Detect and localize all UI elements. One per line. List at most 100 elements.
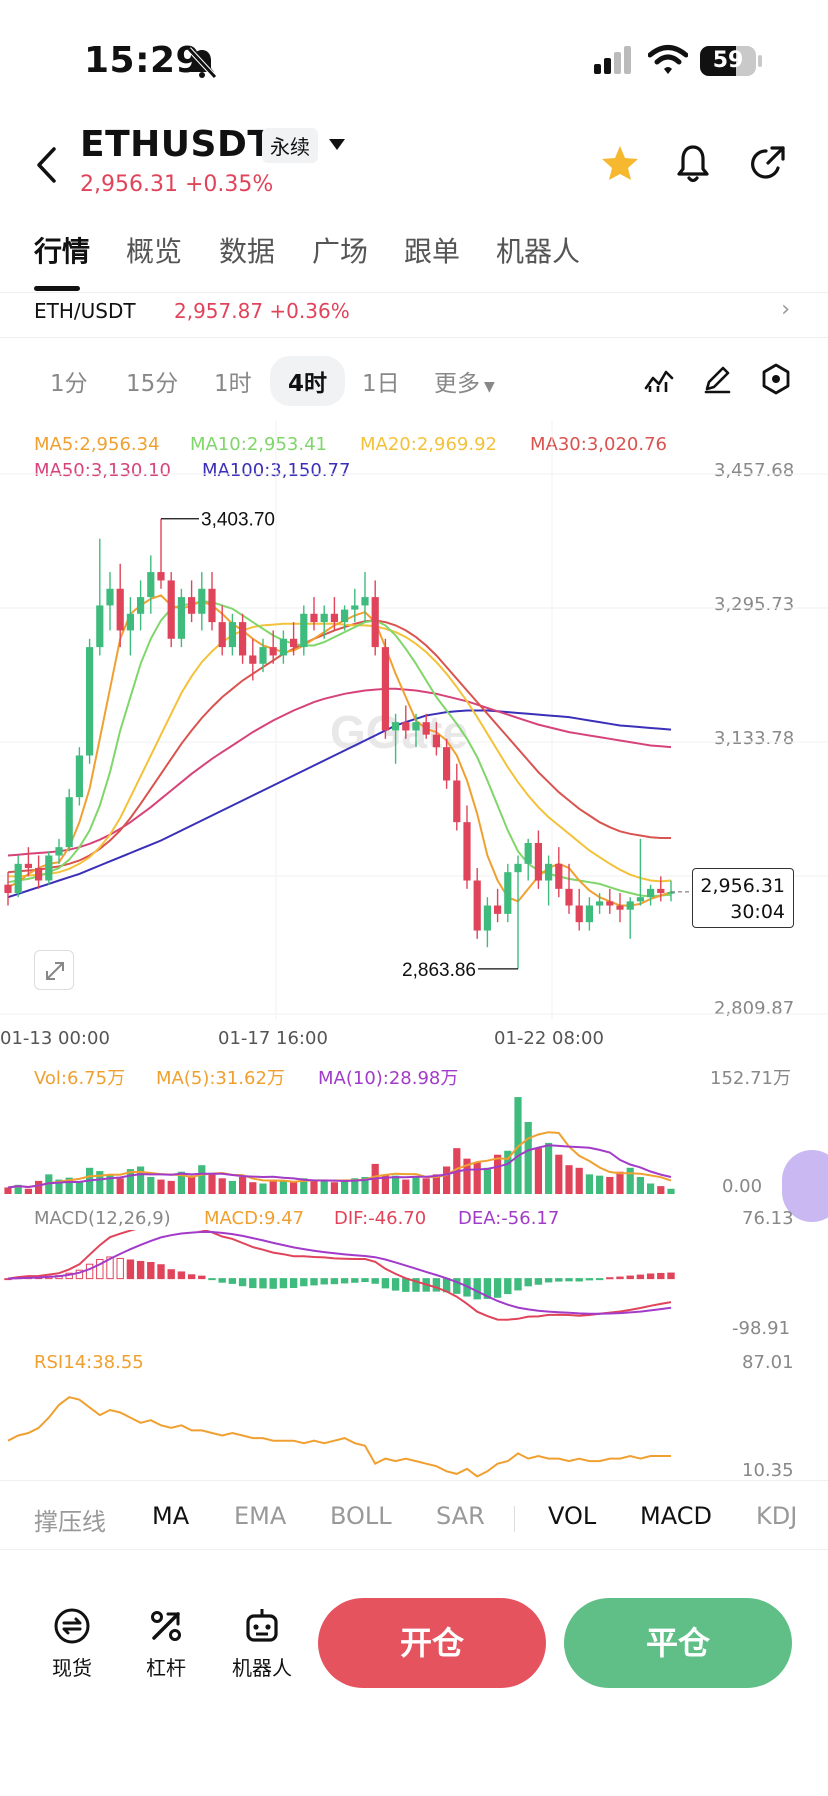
macd-bar [330, 1278, 339, 1285]
macd-bar [575, 1278, 583, 1282]
macd-bar [126, 1259, 135, 1280]
indicator-chart-icon[interactable] [644, 364, 674, 394]
interval-1h[interactable]: 1时 [214, 371, 252, 397]
settings-hexagon-icon[interactable] [760, 362, 792, 396]
volume-bar [320, 1179, 328, 1194]
macd-bar [483, 1278, 492, 1299]
close-position-button[interactable]: 平仓 [564, 1598, 792, 1688]
candle [443, 738, 451, 789]
macd-bar [310, 1278, 318, 1286]
candle [147, 555, 155, 614]
volume-bar [300, 1178, 308, 1194]
indicator-macd[interactable]: MACD [640, 1502, 712, 1530]
last-price: 2,956.31 [700, 875, 785, 897]
volume-bar [534, 1148, 542, 1194]
caret-down-icon: ▼ [484, 379, 495, 395]
back-arrow-icon[interactable] [34, 146, 58, 184]
macd-bar [106, 1256, 114, 1280]
indicator-boll[interactable]: BOLL [330, 1502, 392, 1530]
expand-chart-button[interactable] [34, 950, 74, 990]
candle [392, 713, 400, 764]
macd-bar [636, 1274, 645, 1280]
indicator-sar[interactable]: SAR [436, 1502, 485, 1530]
volume-bar [361, 1176, 369, 1194]
volume-bar [188, 1175, 196, 1194]
volume-bar [667, 1188, 675, 1194]
bell-icon[interactable] [674, 142, 712, 184]
leverage-icon [151, 1611, 181, 1641]
volume-bar [279, 1180, 287, 1194]
macd-bar [473, 1278, 481, 1300]
vol-label: Vol:6.75万 [34, 1068, 126, 1089]
indicator-kdj[interactable]: KDJ [756, 1502, 798, 1530]
nav-spot[interactable]: 现货 [32, 1606, 112, 1681]
volume-bar [249, 1182, 257, 1194]
tab-square[interactable]: 广场 [312, 235, 369, 268]
candle [14, 855, 22, 898]
interval-1m[interactable]: 1分 [50, 371, 88, 397]
star-icon[interactable] [600, 144, 640, 182]
y-axis-label-1: 3,457.68 [714, 460, 795, 481]
indicator-support-resistance[interactable]: 撑压线 [34, 1508, 106, 1536]
candle [432, 722, 440, 756]
indicator-ma[interactable]: MA [152, 1502, 190, 1530]
volume-bar [259, 1183, 267, 1194]
nav-leverage[interactable]: 杠杆 [126, 1606, 206, 1681]
wifi-icon [648, 45, 688, 74]
robot-icon [246, 1609, 278, 1642]
candle [453, 763, 461, 831]
interval-1d[interactable]: 1日 [362, 371, 400, 397]
volume-bar [198, 1165, 206, 1194]
dea-line [7, 1230, 672, 1315]
battery-indicator: 59 [700, 46, 756, 76]
macd-bar [412, 1278, 420, 1292]
open-position-button[interactable]: 开仓 [318, 1598, 546, 1688]
ma20-line [8, 622, 672, 883]
volume-bar [565, 1165, 573, 1194]
interval-more-label: 更多 [434, 371, 480, 397]
volume-bar [555, 1154, 563, 1194]
candle [269, 630, 277, 664]
candle [126, 597, 134, 656]
macd-bar [85, 1263, 94, 1280]
floating-side-button[interactable] [782, 1150, 828, 1222]
tab-data[interactable]: 数据 [219, 235, 276, 268]
chart-grid [0, 420, 828, 1020]
share-icon[interactable] [748, 144, 788, 184]
ma10-label: MA10:2,953.41 [190, 434, 327, 455]
interval-more[interactable]: 更多 ▼ [434, 364, 495, 398]
header-price-change: 2,956.31 +0.35% [80, 172, 274, 197]
indicator-ema[interactable]: EMA [234, 1502, 287, 1530]
spot-pair-row[interactable]: ETH/USDT 2,957.87 +0.36% › [0, 292, 828, 338]
candle [575, 888, 583, 931]
y-axis-label-3: 3,133.78 [714, 728, 795, 749]
macd-bar [432, 1278, 441, 1292]
tab-market[interactable]: 行情 [34, 235, 91, 268]
caret-down-icon[interactable] [328, 138, 346, 152]
volume-bar [657, 1186, 665, 1194]
nav-robot[interactable]: 机器人 [222, 1606, 302, 1681]
candle [412, 713, 420, 748]
indicator-vol[interactable]: VOL [548, 1502, 597, 1530]
interval-4h[interactable]: 4时 [270, 356, 346, 406]
candle [157, 518, 165, 589]
macd-bar [340, 1278, 349, 1284]
volume-bar [218, 1178, 226, 1194]
tab-robot[interactable]: 机器人 [496, 235, 581, 268]
candlestick-chart[interactable]: GGate 3,403.702,863.86 [0, 420, 828, 1020]
volume-bar [575, 1167, 583, 1194]
candle [636, 838, 644, 906]
pen-draw-icon[interactable] [702, 364, 732, 394]
symbol-title[interactable]: ETHUSDT [80, 124, 273, 165]
macd-bar [555, 1278, 563, 1282]
candle [279, 630, 287, 664]
volume-bar [239, 1176, 247, 1194]
contract-type-badge[interactable]: 永续 [262, 128, 318, 163]
interval-15m[interactable]: 15分 [126, 371, 179, 397]
tab-overview[interactable]: 概览 [126, 235, 183, 268]
tab-copy-trade[interactable]: 跟单 [404, 235, 461, 268]
candle [555, 847, 563, 898]
macd-bar [279, 1278, 288, 1289]
macd-bar [269, 1278, 277, 1289]
candle-countdown: 30:04 [730, 901, 785, 923]
